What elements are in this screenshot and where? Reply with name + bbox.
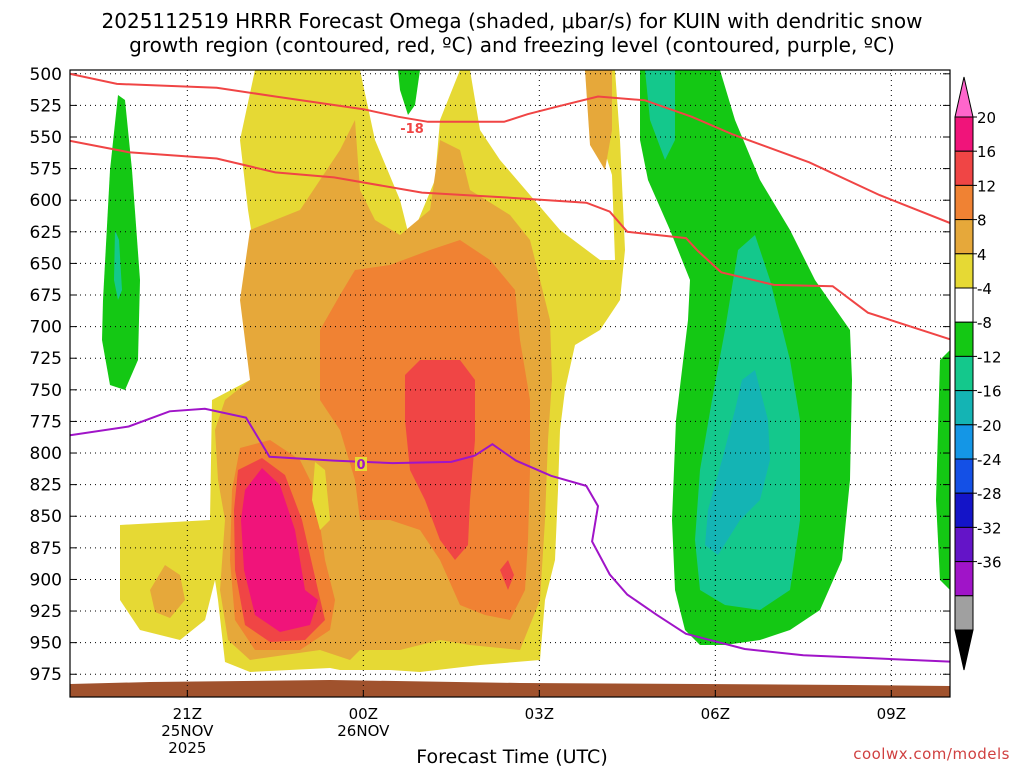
colorbar-label: -32 — [977, 519, 1002, 537]
colorbar-label: -4 — [977, 280, 992, 298]
chart-title-line-1: 2025112519 HRRR Forecast Omega (shaded, … — [101, 9, 923, 33]
x-tick-label: 00Z — [349, 705, 378, 723]
x-tick-label: 09Z — [877, 705, 906, 723]
colorbar-swatch — [954, 116, 974, 152]
y-axis-tick-labels: 500 525 550 575 600 625 650 675 700 725 750 775 800 8… — [30, 65, 62, 685]
chart-title-line-2: growth region (contoured, red, ºC) and f… — [129, 33, 895, 57]
colorbar-label: 12 — [977, 177, 996, 195]
colorbar-swatch — [954, 184, 974, 221]
colorbar-label: -36 — [977, 554, 1002, 572]
y-tick-label: 925 — [30, 602, 62, 622]
y-tick-label: 650 — [30, 254, 62, 274]
y-tick-label: 575 — [30, 160, 62, 180]
x-axis-label: Forecast Time (UTC) — [416, 746, 608, 768]
colorbar-cap-top — [954, 76, 974, 118]
x-tick-label: 2025 — [168, 739, 206, 757]
colorbar-swatch — [954, 492, 974, 528]
colorbar-label: 20 — [977, 109, 996, 127]
contour-label: -18 — [400, 122, 424, 137]
colorbar-label: 16 — [977, 143, 996, 161]
omega-region-neg-12-16 — [705, 370, 770, 555]
contour-label: 0 — [356, 458, 365, 473]
site-credit: coolwx.com/models — [853, 745, 1010, 763]
colorbar-label: -12 — [977, 348, 1002, 366]
colorbar-swatch — [954, 390, 974, 426]
colorbar-swatch — [954, 321, 974, 357]
colorbar-label: 4 — [977, 246, 987, 264]
x-axis-tick-labels: 21Z25NOV202500Z26NOV03Z06Z09Z12Z — [161, 705, 906, 757]
temperature-contours: -18 0 — [70, 72, 950, 663]
y-tick-label: 550 — [30, 128, 62, 148]
contour-line — [70, 139, 950, 341]
omega-region-16-20 — [405, 360, 475, 560]
y-tick-label: 975 — [30, 665, 62, 685]
colorbar-swatch — [954, 355, 974, 392]
colorbar-cap-bottom — [954, 629, 974, 671]
colorbar-label: -24 — [977, 451, 1002, 469]
omega-shading — [70, 70, 950, 697]
y-tick-label: 625 — [30, 223, 62, 243]
colorbar-label: -20 — [977, 417, 1002, 435]
colorbar-swatch — [954, 219, 974, 255]
y-tick-label: 750 — [30, 381, 62, 401]
x-tick-label: 03Z — [525, 705, 554, 723]
colorbar-label: -28 — [977, 485, 1002, 503]
colorbar-swatch — [954, 595, 974, 631]
colorbar-label: -8 — [977, 314, 992, 332]
y-tick-label: 675 — [30, 286, 62, 306]
colorbar-swatch — [954, 458, 974, 494]
colorbar-label: -16 — [977, 383, 1002, 401]
y-tick-label: 700 — [30, 318, 62, 338]
colorbar-swatch — [954, 150, 974, 186]
x-tick-label: 26NOV — [337, 722, 390, 740]
y-tick-label: 900 — [30, 570, 62, 590]
y-tick-label: 525 — [30, 96, 62, 116]
colorbar-swatch — [954, 526, 974, 563]
colorbar-swatch — [954, 253, 974, 289]
y-tick-label: 725 — [30, 349, 62, 369]
omega-region-gt-20 — [241, 468, 318, 632]
omega-colorbar: 20 16 12 8 4 -4 -8 -12 -16 -20 -24 -28 -32 -36 — [954, 76, 1002, 671]
y-tick-label: 800 — [30, 444, 62, 464]
y-tick-label: 875 — [30, 539, 62, 559]
colorbar-swatch — [954, 424, 974, 460]
x-tick-label: 06Z — [701, 705, 730, 723]
colorbar-swatch — [954, 561, 974, 597]
omega-region-neg-8-12 — [645, 70, 675, 160]
contour-line — [70, 72, 950, 225]
y-tick-label: 950 — [30, 634, 62, 654]
colorbar-label: 8 — [977, 212, 987, 230]
x-tick-label: 21Z — [173, 705, 202, 723]
y-tick-label: 600 — [30, 191, 62, 211]
x-tick-label: 25NOV — [161, 722, 214, 740]
y-tick-label: 850 — [30, 507, 62, 527]
grid-lines — [70, 70, 950, 697]
surface-terrain — [70, 680, 950, 697]
colorbar-swatch — [954, 287, 974, 323]
y-tick-label: 500 — [30, 65, 62, 85]
y-tick-label: 825 — [30, 476, 62, 496]
plot-frame — [69, 69, 951, 698]
contour-line — [70, 407, 950, 663]
y-tick-label: 775 — [30, 412, 62, 432]
